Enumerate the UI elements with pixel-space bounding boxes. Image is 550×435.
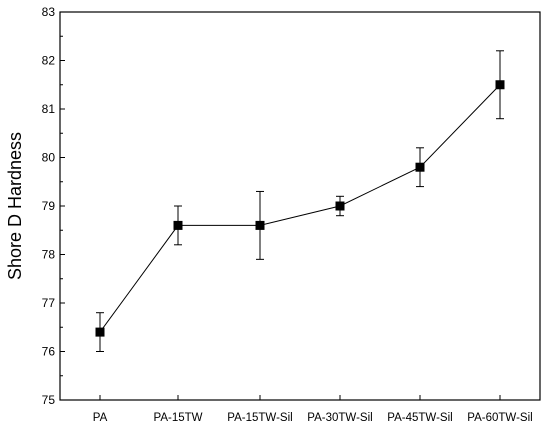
- data-point-pa-60tw-sil: [495, 80, 505, 90]
- y-tick-label: 79: [42, 199, 56, 213]
- x-tick-label: PA-30TW-Sil: [307, 412, 372, 424]
- y-tick-label: 83: [42, 5, 56, 19]
- x-axis-ticks: PA PA-15TW PA-15TW-Sil PA-30TW-Sil PA-45TW-S…: [93, 395, 533, 424]
- y-axis-label: Shore D Hardness: [5, 132, 25, 280]
- series-line: [99, 84, 501, 333]
- x-tick-label: PA-60TW-Sil: [467, 412, 532, 424]
- data-point-pa-15tw: [173, 220, 183, 230]
- plot-frame: [59, 11, 541, 401]
- x-tick-label: PA-15TW: [154, 412, 203, 424]
- x-tick-label: PA: [93, 412, 108, 424]
- y-tick-label: 78: [42, 248, 56, 262]
- y-tick-label: 76: [42, 345, 56, 359]
- y-tick-label: 82: [42, 54, 56, 68]
- x-tick-label: PA-15TW-Sil: [227, 412, 292, 424]
- y-tick-label: 81: [42, 102, 56, 116]
- data-point-pa-45tw-sil: [415, 162, 425, 172]
- y-axis-ticks: 75 76 77 78 79 80 81 82 83: [42, 5, 65, 407]
- data-point-pa: [95, 327, 105, 337]
- y-tick-label: 77: [42, 296, 56, 310]
- data-point-pa-15tw-sil: [255, 220, 265, 230]
- y-tick-label: 75: [42, 393, 56, 407]
- x-tick-label: PA-45TW-Sil: [387, 412, 452, 424]
- series-group: [95, 50, 505, 352]
- y-tick-label: 80: [42, 151, 56, 165]
- data-point-pa-30tw-sil: [335, 201, 345, 211]
